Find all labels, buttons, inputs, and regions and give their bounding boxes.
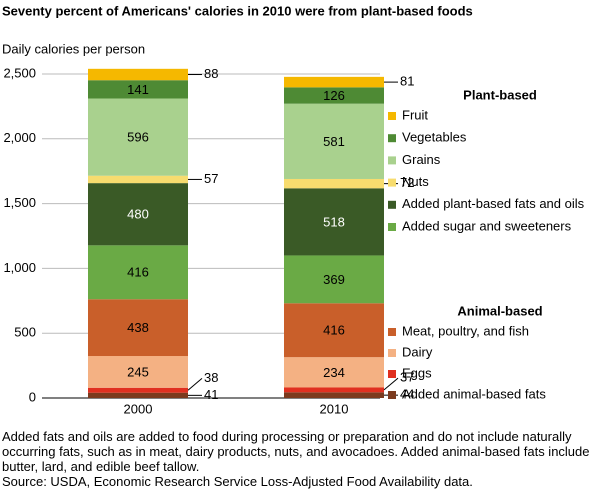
legend-swatch [388, 156, 396, 165]
bar-segment [284, 87, 384, 104]
value-label: 88 [204, 66, 218, 81]
chart: Seventy percent of Americans' calories i… [2, 3, 585, 416]
legend-label: Added animal-based fats [402, 386, 546, 401]
legend-swatch [388, 349, 396, 357]
bar-segment [88, 245, 188, 300]
bar-segment [284, 178, 384, 189]
legend-label: Added plant-based fats and oils [402, 196, 585, 211]
bar-segment [284, 387, 384, 393]
note: Added fats and oils are added to food du… [2, 429, 590, 474]
legend-label: Dairy [402, 344, 433, 359]
y-tick-label: 0 [29, 389, 36, 404]
bar-segment [88, 183, 188, 246]
x-tick-label: 2000 [124, 401, 153, 416]
leader-line [383, 377, 399, 391]
bar-segment [284, 103, 384, 179]
x-tick-label: 2010 [320, 401, 349, 416]
value-label: 81 [400, 74, 414, 89]
value-label: 72 [400, 175, 414, 190]
y-tick-label: 2,000 [3, 130, 36, 145]
value-label: 38 [204, 370, 218, 385]
legend-swatch [388, 328, 396, 336]
value-label: 596 [127, 130, 149, 145]
bar-segment [88, 356, 188, 388]
value-label: 245 [127, 364, 149, 379]
legend-label: Grains [402, 152, 441, 167]
legend-swatch [388, 223, 396, 231]
bar-segment [284, 188, 384, 256]
chart-title: Seventy percent of Americans' calories i… [2, 3, 473, 18]
bar-segment [284, 303, 384, 358]
value-label: 57 [204, 171, 218, 186]
bar-segment [88, 387, 188, 393]
notes: Added fats and oils are added to food du… [2, 429, 592, 489]
legend-label: Meat, poultry, and fish [402, 323, 529, 338]
value-label: 126 [323, 88, 345, 103]
bar-segment [88, 392, 188, 398]
legend-swatch [388, 134, 396, 143]
bar-segment [284, 76, 384, 88]
y-tick-label: 2,500 [3, 65, 36, 80]
value-label: 581 [323, 134, 345, 149]
y-tick-label: 500 [14, 325, 36, 340]
bar-segment [88, 299, 188, 357]
value-label: 234 [323, 365, 345, 380]
legend-swatch [388, 391, 396, 399]
value-label: 416 [323, 323, 345, 338]
value-label: 518 [323, 214, 345, 229]
bar-segment [88, 98, 188, 176]
legend-swatch [388, 178, 396, 187]
legend-group-title: Plant-based [463, 87, 537, 102]
legend-label: Eggs [402, 365, 432, 380]
y-tick-label: 1,500 [3, 195, 36, 210]
bar-segment [88, 68, 188, 81]
y-tick-label: 1,000 [3, 260, 36, 275]
legend-label: Fruit [402, 107, 428, 122]
legend-group-title: Animal-based [457, 303, 542, 318]
leader-line [187, 377, 203, 391]
bar-segment [88, 175, 188, 184]
legend-label: Vegetables [402, 130, 467, 145]
value-label: 480 [127, 207, 149, 222]
bar-segment [88, 80, 188, 99]
value-label: 369 [323, 272, 345, 287]
value-label: 44 [400, 387, 414, 402]
legend-label: Added sugar and sweeteners [402, 218, 572, 233]
y-axis-label: Daily calories per person [2, 41, 145, 56]
value-label: 141 [127, 82, 149, 97]
bar-segment [284, 392, 384, 398]
value-label: 37 [400, 370, 414, 385]
legend-swatch [388, 200, 396, 209]
legend-swatch [388, 370, 396, 378]
legend-swatch [388, 112, 396, 120]
source: Source: USDA, Economic Research Service … [2, 474, 473, 489]
value-label: 41 [204, 387, 218, 402]
bar-segment [284, 255, 384, 304]
value-label: 438 [127, 320, 149, 335]
legend-label: Nuts [402, 174, 429, 189]
value-label: 416 [127, 265, 149, 280]
bar-segment [284, 357, 384, 388]
